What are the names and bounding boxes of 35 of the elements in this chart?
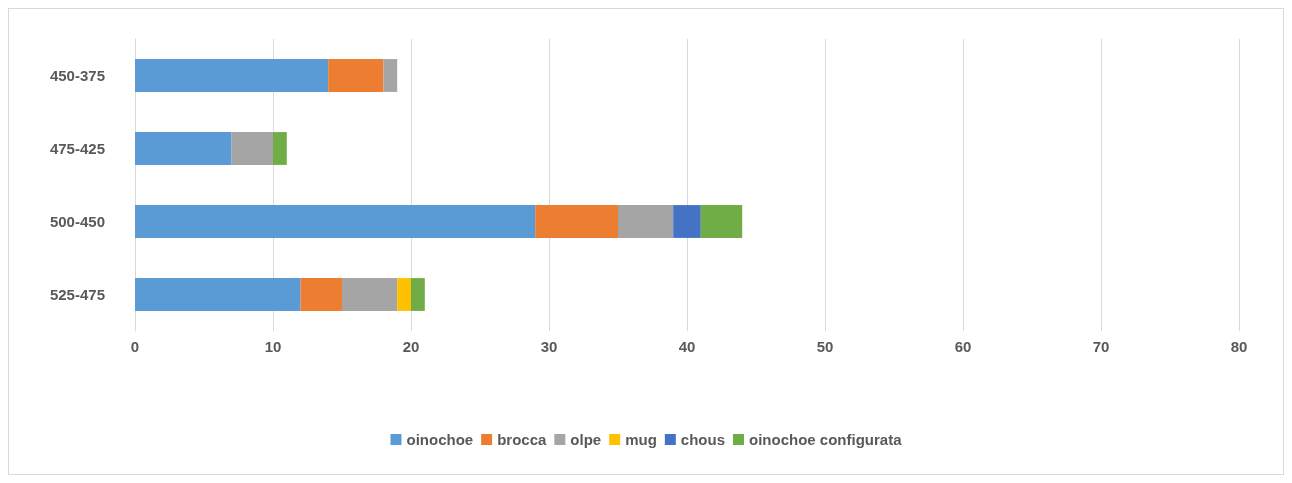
bar: [135, 132, 232, 165]
bar: [231, 132, 273, 165]
bar: [273, 132, 287, 165]
y-tick-label: 475-425: [49, 140, 105, 157]
x-tick-label: 80: [1230, 338, 1248, 355]
legend-label: olpe: [570, 431, 602, 448]
x-tick-label: 30: [540, 338, 558, 355]
bar: [411, 278, 425, 311]
x-tick-label: 40: [678, 338, 696, 355]
x-tick-label: 60: [954, 338, 972, 355]
bar: [135, 205, 536, 238]
bar: [135, 59, 329, 92]
y-tick-label: 500-450: [49, 213, 105, 230]
x-tick-label: 20: [402, 338, 420, 355]
bar: [618, 205, 674, 238]
x-tick-label: 50: [816, 338, 834, 355]
y-tick-label: 525-475: [49, 286, 105, 303]
bar: [383, 59, 398, 92]
x-tick-label: 0: [130, 338, 140, 355]
bar: [342, 278, 398, 311]
bar: [535, 205, 618, 238]
bar: [397, 278, 411, 311]
bar: [300, 278, 342, 311]
legend-label: brocca: [497, 431, 547, 448]
legend-label: oinochoe: [406, 431, 474, 448]
x-tick-label: 70: [1092, 338, 1110, 355]
x-tick-label: 10: [264, 338, 282, 355]
y-tick-label: 450-375: [49, 67, 105, 84]
bar: [135, 278, 301, 311]
bar: [673, 205, 701, 238]
legend-label: chous: [680, 431, 726, 448]
legend-label: mug: [625, 431, 657, 448]
legend-label: oinochoe configurata: [749, 431, 903, 448]
bar: [700, 205, 743, 238]
bar: [328, 59, 384, 92]
